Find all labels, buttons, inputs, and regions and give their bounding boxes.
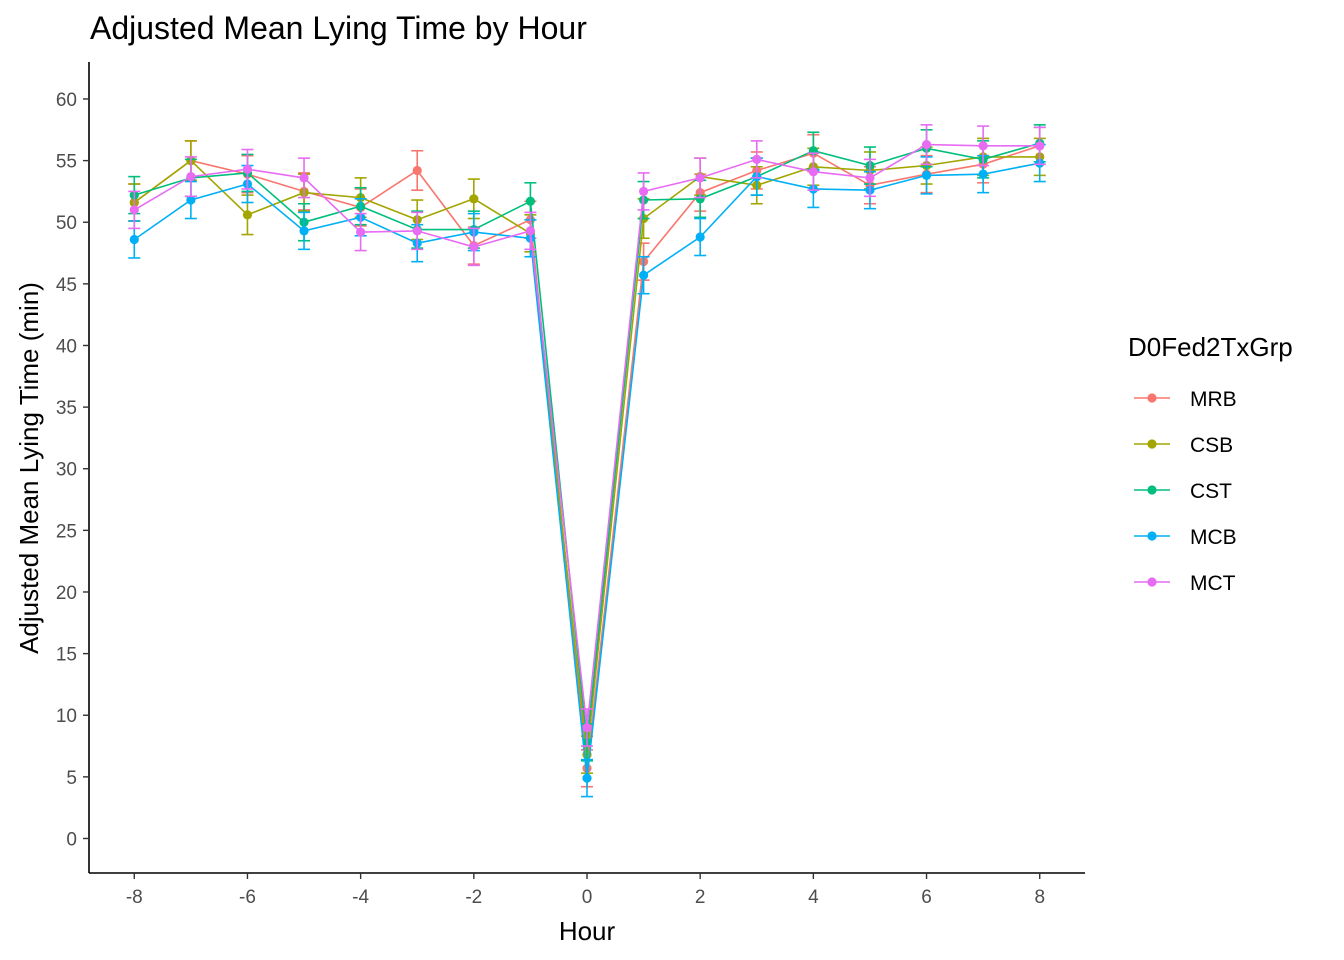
data-point	[695, 173, 705, 183]
series-line	[133, 143, 1040, 728]
series-line	[133, 162, 1040, 779]
legend-title: D0Fed2TxGrp	[1128, 332, 1293, 362]
x-tick-label: 4	[808, 887, 819, 908]
y-tick-label: 15	[56, 645, 77, 666]
series-cst	[128, 124, 1046, 762]
series-mct	[128, 124, 1046, 747]
series-mrb	[128, 126, 1046, 788]
data-point	[412, 165, 422, 176]
data-point	[242, 210, 253, 220]
series-layer	[128, 124, 1046, 798]
data-point	[752, 154, 762, 164]
legend-key-point	[1147, 577, 1157, 587]
y-ticks: 0 5 10 15 20 25 30 35 40 45 50 55 60	[56, 90, 89, 850]
data-point	[921, 170, 932, 180]
y-tick-label: 50	[56, 213, 77, 234]
data-point	[695, 232, 705, 242]
data-point	[356, 227, 366, 237]
legend-key-point	[1147, 531, 1157, 541]
y-tick-label: 0	[66, 829, 77, 850]
series-line	[133, 156, 1040, 755]
y-tick-label: 10	[56, 706, 77, 727]
legend-item-csb: CSB	[1134, 434, 1233, 457]
y-tick-label: 20	[56, 583, 77, 604]
series-csb	[128, 137, 1046, 774]
x-axis-title: Hour	[559, 916, 616, 946]
data-point	[582, 773, 592, 783]
data-point	[469, 194, 479, 204]
x-tick-label: 6	[921, 887, 932, 908]
x-tick-label: 8	[1034, 887, 1045, 908]
legend-item-mct: MCT	[1134, 572, 1236, 595]
y-tick-label: 45	[56, 275, 77, 296]
x-tick-label: -2	[465, 887, 482, 908]
legend-label: MCB	[1190, 526, 1237, 549]
data-point	[525, 226, 536, 236]
data-point	[978, 169, 988, 179]
data-point	[242, 164, 253, 174]
data-point	[582, 722, 592, 733]
data-point	[412, 226, 422, 236]
data-point	[921, 139, 932, 150]
x-tick-label: -4	[352, 887, 369, 908]
data-point	[1035, 141, 1045, 151]
data-point	[186, 172, 196, 182]
data-point	[865, 173, 875, 183]
legend-label: CSB	[1190, 434, 1233, 457]
x-tick-label: 2	[695, 887, 706, 908]
data-point	[525, 196, 536, 206]
legend-label: MRB	[1190, 388, 1237, 411]
data-point	[129, 205, 139, 215]
series-line	[133, 145, 1040, 769]
x-ticks: -8 -6 -4 -2 0 2 4 6 8	[126, 873, 1045, 908]
data-point	[978, 141, 988, 151]
legend-key-point	[1147, 485, 1157, 495]
x-tick-label: 0	[582, 887, 593, 908]
data-point	[186, 195, 196, 205]
x-tick-label: -8	[126, 887, 143, 908]
data-point	[695, 194, 705, 204]
legend-item-mcb: MCB	[1134, 526, 1237, 549]
data-point	[299, 173, 309, 183]
data-point	[299, 226, 309, 236]
data-point	[129, 234, 139, 245]
legend-label: MCT	[1190, 572, 1236, 595]
data-point	[808, 167, 818, 177]
legend: D0Fed2TxGrp MRB CSB CST MCB MCT	[1128, 332, 1293, 595]
chart-title: Adjusted Mean Lying Time by Hour	[90, 10, 587, 46]
data-point	[469, 242, 479, 252]
y-tick-label: 55	[56, 152, 77, 173]
y-tick-label: 60	[56, 90, 77, 111]
legend-item-cst: CST	[1134, 480, 1232, 503]
series-mcb	[128, 143, 1046, 798]
series-line	[134, 142, 1040, 743]
y-tick-label: 5	[66, 768, 77, 789]
y-tick-label: 30	[56, 460, 77, 481]
x-tick-label: -6	[239, 887, 256, 908]
y-tick-label: 25	[56, 521, 77, 542]
y-tick-label: 40	[56, 336, 77, 357]
legend-key-point	[1147, 393, 1157, 403]
legend-key-point	[1147, 439, 1157, 449]
legend-label: CST	[1190, 480, 1232, 503]
legend-item-mrb: MRB	[1134, 388, 1237, 411]
data-point	[638, 186, 649, 197]
data-point	[638, 270, 649, 280]
y-tick-label: 35	[56, 398, 77, 419]
y-axis-title: Adjusted Mean Lying Time (min)	[14, 282, 44, 654]
